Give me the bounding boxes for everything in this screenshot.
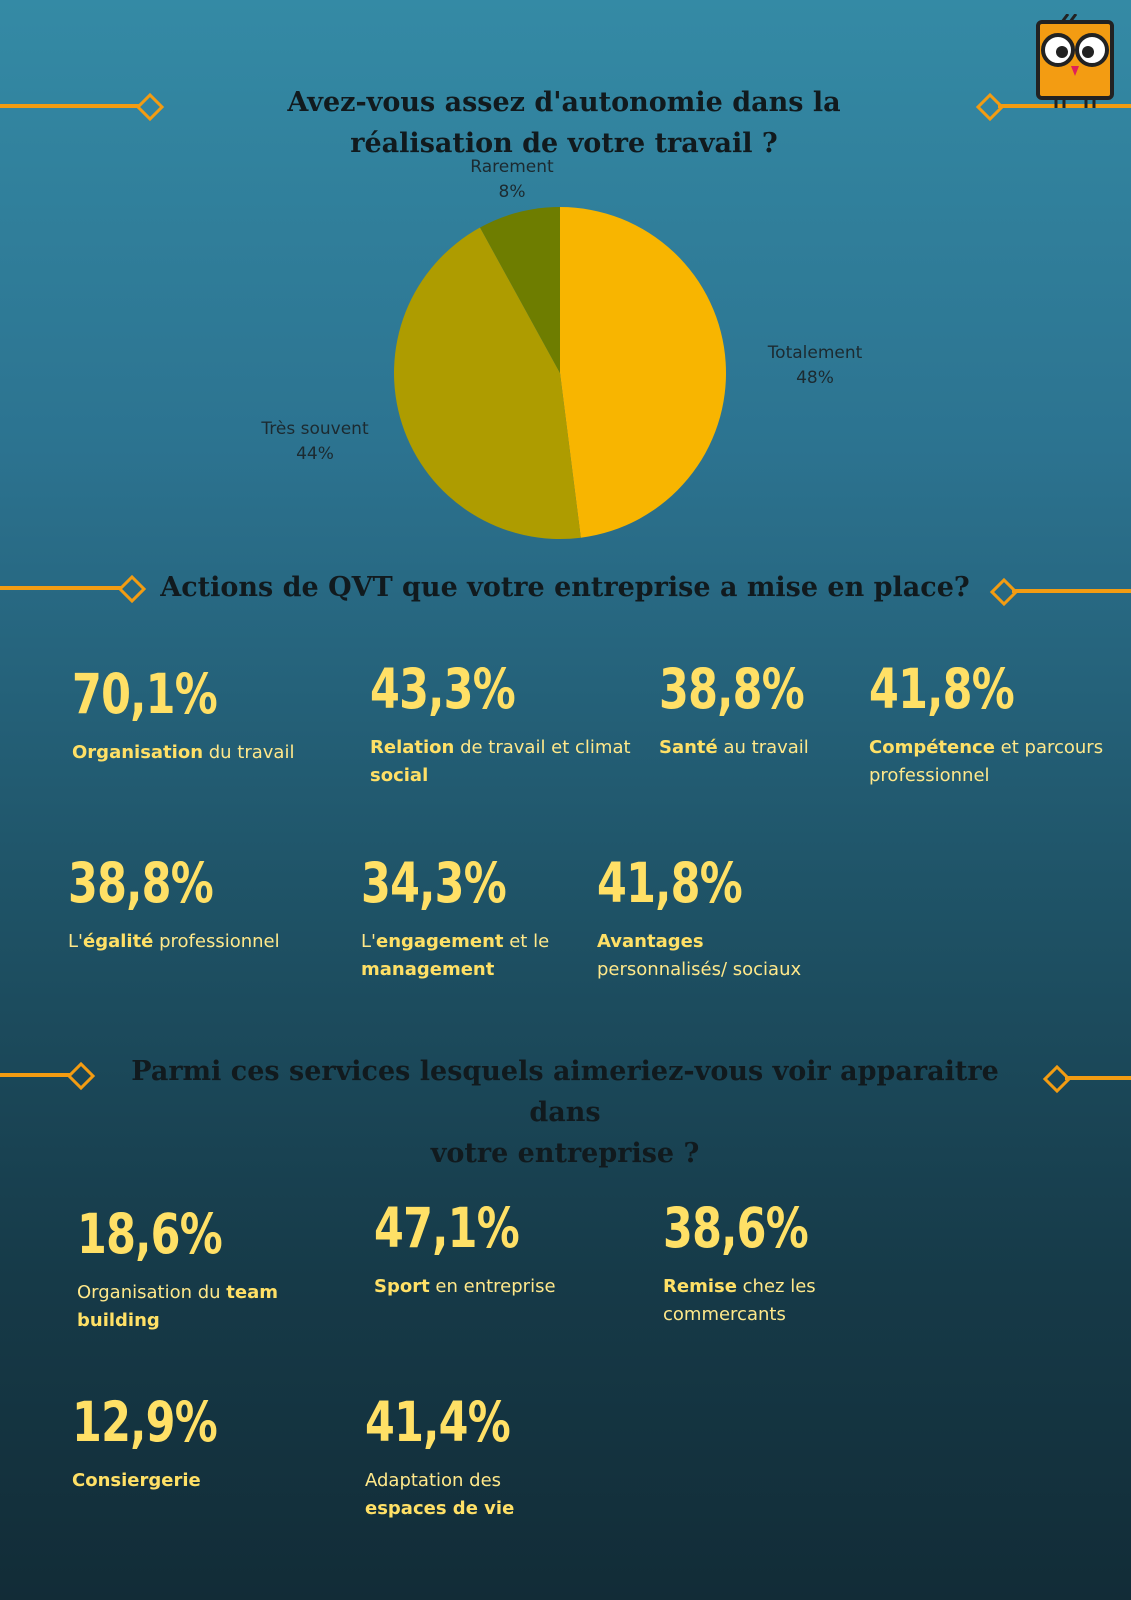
section-1-title-line-1: Avez-vous assez d'autonomie dans la	[287, 87, 841, 118]
pie-slice-tr-s-souvent	[394, 227, 581, 540]
stat-relation: 43,3% Relation de travail et climat soci…	[370, 658, 640, 790]
stat-egalite: 38,8% L'égalité professionnel	[68, 852, 338, 956]
stat-pct: 41,8%	[869, 657, 1015, 721]
pie-label-rarement-name: Rarement	[470, 157, 554, 177]
stat-desc: L'engagement et le management	[361, 931, 550, 980]
stat-competence: 41,8% Compétence et parcours professionn…	[869, 658, 1124, 790]
stat-desc: Avantages personnalisés/ sociaux	[597, 931, 802, 980]
stat-pct: 41,4%	[365, 1390, 511, 1454]
divider-right-2	[989, 577, 1131, 607]
pie-label-totalement-name: Totalement	[767, 343, 863, 363]
stat-desc: L'égalité professionnel	[68, 931, 280, 952]
pie-slice-totalement	[560, 207, 727, 538]
pie-label-rarement-value: 8%	[498, 182, 526, 202]
stat-remise: 38,6% Remise chez les commercants	[663, 1197, 863, 1329]
pie-label-tres-souvent: Très souvent 44%	[235, 417, 395, 467]
stat-pct: 70,1%	[72, 662, 218, 726]
stat-avantages: 41,8% Avantages personnalisés/ sociaux	[597, 852, 827, 984]
stat-organisation: 70,1% Organisation du travail	[72, 663, 332, 767]
stat-desc: Relation de travail et climat social	[370, 737, 631, 786]
stat-desc: Remise chez les commercants	[663, 1276, 816, 1325]
pie-label-tres-souvent-name: Très souvent	[261, 419, 369, 439]
pie-label-tres-souvent-value: 44%	[296, 444, 334, 464]
stat-desc: Organisation du team building	[77, 1282, 279, 1331]
stat-sport: 47,1% Sport en entreprise	[374, 1197, 614, 1301]
divider-left-1	[0, 92, 165, 122]
stat-pct: 18,6%	[77, 1202, 223, 1266]
stat-consiergerie: 12,9% Consiergerie	[72, 1391, 302, 1495]
pie-label-totalement: Totalement 48%	[735, 341, 895, 391]
stat-pct: 12,9%	[72, 1390, 218, 1454]
section-2-title: Actions de QVT que votre entreprise a mi…	[160, 572, 970, 603]
section-3-title-line-2: votre entreprise ?	[430, 1138, 700, 1169]
stat-desc: Adaptation des espaces de vie	[365, 1470, 515, 1519]
stat-pct: 38,6%	[663, 1196, 809, 1260]
stat-pct: 34,3%	[361, 851, 507, 915]
divider-left-2	[0, 574, 147, 604]
pie-slice-rarement	[480, 207, 560, 373]
stat-pct: 43,3%	[370, 657, 516, 721]
stat-desc: Sport en entreprise	[374, 1276, 556, 1297]
pie-label-totalement-value: 48%	[796, 368, 834, 388]
pie-label-rarement: Rarement 8%	[432, 155, 592, 205]
stat-desc: Santé au travail	[659, 737, 809, 758]
stat-espaces-de-vie: 41,4% Adaptation des espaces de vie	[365, 1391, 595, 1523]
stat-team-building: 18,6% Organisation du team building	[77, 1203, 317, 1335]
stat-pct: 41,8%	[597, 851, 743, 915]
section-1-title: Avez-vous assez d'autonomie dans la réal…	[230, 82, 898, 164]
divider-left-3	[0, 1061, 96, 1091]
autonomy-pie-chart	[394, 207, 727, 540]
stat-desc: Organisation du travail	[72, 742, 295, 763]
section-1-title-line-2: réalisation de votre travail ?	[350, 128, 778, 159]
stat-pct: 38,8%	[659, 657, 805, 721]
stat-pct: 47,1%	[374, 1196, 520, 1260]
stat-desc: Compétence et parcours professionnel	[869, 737, 1104, 786]
owl-logo-icon	[1036, 14, 1114, 108]
stat-desc: Consiergerie	[72, 1470, 201, 1491]
stat-pct: 38,8%	[68, 851, 214, 915]
stat-engagement: 34,3% L'engagement et le management	[361, 852, 581, 984]
section-3-title-line-1: Parmi ces services lesquels aimeriez-vou…	[131, 1056, 999, 1128]
stat-sante: 38,8% Santé au travail	[659, 658, 849, 762]
divider-right-3	[1042, 1064, 1131, 1094]
section-3-title: Parmi ces services lesquels aimeriez-vou…	[100, 1051, 1030, 1174]
